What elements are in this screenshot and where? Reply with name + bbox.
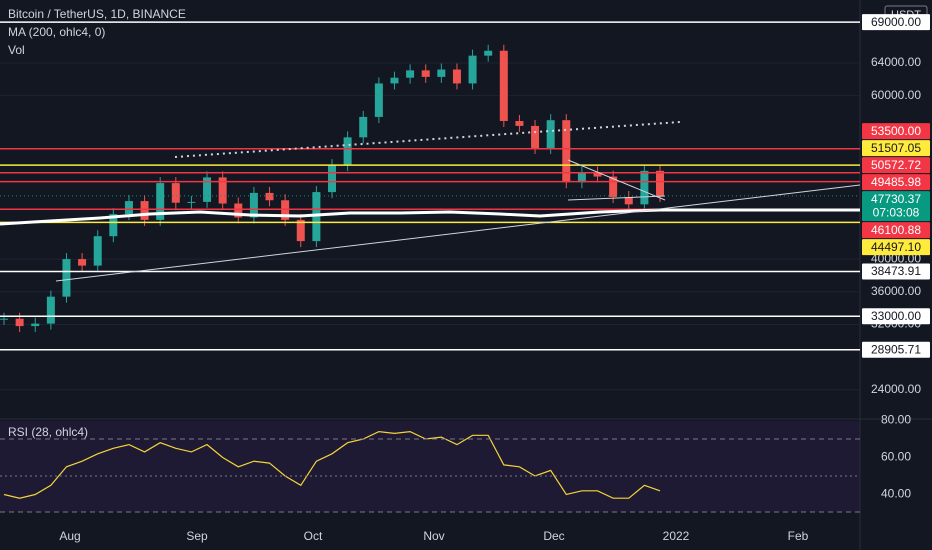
price-tag-label: 49485.98 <box>871 175 921 189</box>
candle <box>218 177 227 204</box>
candle <box>312 192 321 242</box>
time-label: Sep <box>186 529 208 543</box>
candle <box>93 236 102 266</box>
price-tag <box>862 222 930 239</box>
candle <box>296 219 305 242</box>
candle <box>437 69 446 77</box>
rsi-tick-label: 80.00 <box>881 413 911 427</box>
rsi-band <box>0 421 860 512</box>
candle <box>78 259 87 266</box>
price-tag <box>862 174 930 191</box>
price-tag <box>862 14 930 31</box>
candle <box>656 170 664 197</box>
candle <box>281 200 290 220</box>
candle <box>187 201 196 203</box>
candle <box>249 192 258 218</box>
candle <box>109 214 118 237</box>
volume-label[interactable]: Vol <box>8 43 25 57</box>
countdown: 07:03:08 <box>873 205 920 219</box>
candle <box>515 121 524 126</box>
time-label: Oct <box>304 529 323 543</box>
candle <box>374 83 383 117</box>
wedge-line <box>567 159 666 201</box>
candle <box>0 318 8 320</box>
price-tag-label: 51507.05 <box>871 141 921 155</box>
price-tag-label: 69000.00 <box>871 15 921 29</box>
candle <box>593 172 602 177</box>
candle <box>343 137 352 166</box>
price-tick-label: 36000.00 <box>871 284 921 298</box>
price-tag-label: 33000.00 <box>871 309 921 323</box>
candle <box>140 201 149 220</box>
candle <box>62 259 71 297</box>
candle <box>406 70 415 78</box>
candle <box>499 50 508 122</box>
price-tag <box>862 140 930 157</box>
candle <box>31 323 40 327</box>
price-tag-label: 50572.72 <box>871 158 921 172</box>
price-tag-label: 47730.37 <box>871 192 921 206</box>
candle <box>390 77 399 84</box>
candle <box>359 116 368 138</box>
price-tag-label: 44497.10 <box>871 240 921 254</box>
price-tag-label: 38473.91 <box>871 264 921 278</box>
price-tag-label: 28905.71 <box>871 342 921 356</box>
candle <box>421 70 430 77</box>
rsi-title[interactable]: RSI (28, ohlc4) <box>8 425 88 439</box>
price-tag-label: 46100.88 <box>871 223 921 237</box>
candle <box>640 170 649 205</box>
candle <box>171 183 180 203</box>
price-tag <box>862 191 930 222</box>
price-tag-label: 53500.00 <box>871 124 921 138</box>
time-label: Feb <box>788 529 809 543</box>
candle <box>531 125 540 148</box>
indicator-label[interactable]: MA (200, ohlc4, 0) <box>8 25 105 39</box>
wedge-line <box>567 195 666 201</box>
time-label: Dec <box>543 529 564 543</box>
candle <box>452 69 461 84</box>
price-tick-label: 60000.00 <box>871 88 921 102</box>
time-label: Nov <box>423 529 444 543</box>
candle <box>468 55 477 84</box>
price-tag <box>862 263 930 280</box>
symbol-title[interactable]: Bitcoin / TetherUS, 1D, BINANCE <box>8 7 186 21</box>
price-tag <box>862 123 930 140</box>
candle <box>234 203 243 218</box>
price-tick-label: 64000.00 <box>871 55 921 69</box>
candle <box>624 196 633 205</box>
time-label: Aug <box>59 529 80 543</box>
candle <box>156 183 165 220</box>
moving-average <box>0 208 860 226</box>
price-tag <box>862 157 930 174</box>
candle <box>328 165 336 193</box>
candle <box>546 120 555 148</box>
candle <box>577 172 586 183</box>
candle <box>15 318 24 327</box>
candle <box>124 201 133 215</box>
candle <box>562 120 571 183</box>
price-tick-label: 24000.00 <box>871 382 921 396</box>
candle <box>203 177 212 202</box>
price-tag <box>862 308 930 325</box>
rsi-tick-label: 40.00 <box>881 487 911 501</box>
price-tag <box>862 341 930 358</box>
dotted-trendline <box>174 121 681 158</box>
trendline <box>55 184 861 282</box>
candle <box>484 50 493 56</box>
rsi-tick-label: 60.00 <box>881 450 911 464</box>
candle <box>609 176 618 197</box>
candle <box>46 296 55 324</box>
candle <box>265 192 274 201</box>
time-label: 2022 <box>663 529 690 543</box>
rsi-line <box>3 430 661 499</box>
price-tag <box>862 239 930 256</box>
